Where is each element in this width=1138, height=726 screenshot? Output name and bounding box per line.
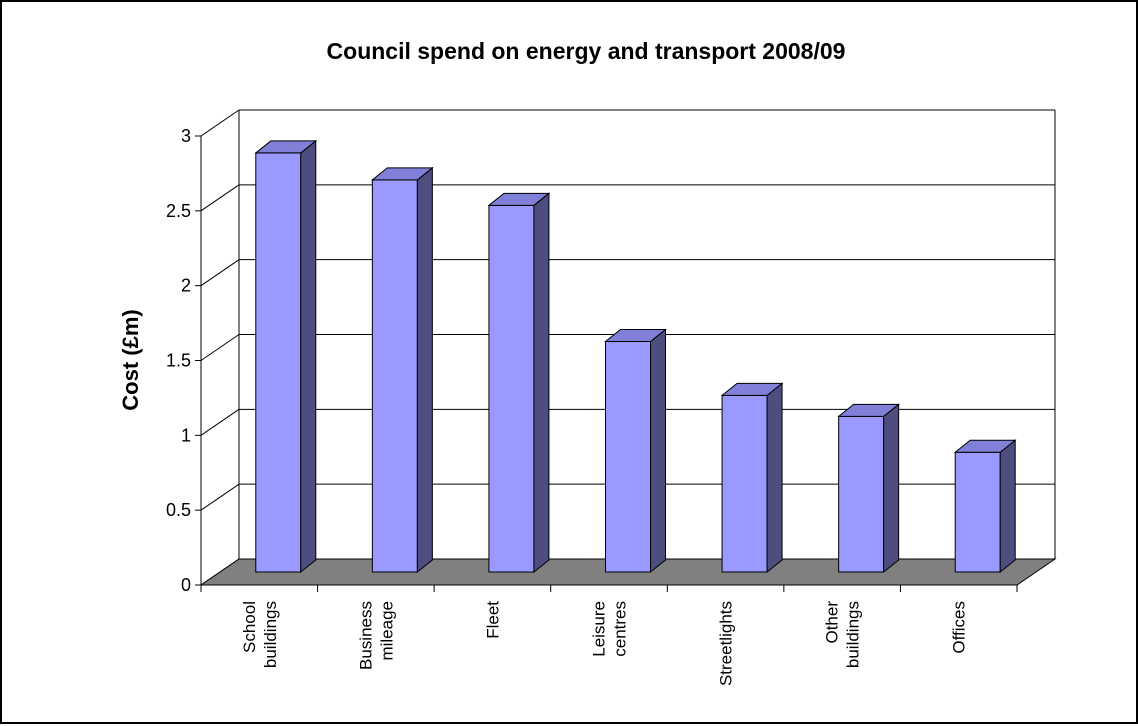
bar-front xyxy=(255,152,302,573)
bar xyxy=(720,382,784,574)
bar xyxy=(370,166,434,574)
bar-side xyxy=(650,328,666,574)
bar-side xyxy=(416,166,433,574)
x-tick-label-line: mileage xyxy=(377,601,396,661)
wall-connector xyxy=(200,483,240,511)
bar xyxy=(487,192,551,574)
x-tick-label-line: School xyxy=(240,601,259,653)
y-tick-label: 2.5 xyxy=(166,201,191,221)
chart-title: Council spend on energy and transport 20… xyxy=(327,38,846,64)
x-tick-label: Business mileage xyxy=(356,601,396,670)
x-tick-label: Leisure centres xyxy=(590,601,630,657)
y-tick-label: 0.5 xyxy=(166,500,191,520)
bar-front xyxy=(605,341,651,573)
x-tick-label-line: centres xyxy=(611,601,630,657)
bars xyxy=(254,139,1017,574)
x-tick-label-line: buildings xyxy=(844,601,863,668)
bar-side xyxy=(533,192,550,574)
x-tick-label-line: Offices xyxy=(950,601,969,654)
bar xyxy=(604,328,667,574)
x-tick-label-line: Other xyxy=(823,601,842,644)
x-tick-label: Streetlights xyxy=(717,601,736,686)
x-tick-label: School buildings xyxy=(240,601,280,668)
y-tick-label: 0 xyxy=(181,575,191,595)
bar-front xyxy=(488,204,535,573)
bar-top xyxy=(370,167,434,181)
x-tick-label: Fleet xyxy=(483,601,502,639)
bar-top xyxy=(953,439,1017,453)
x-tick-label-line: Streetlights xyxy=(717,601,736,686)
y-tick-label: 1.5 xyxy=(166,351,191,371)
bar-side xyxy=(766,382,783,574)
bar-top xyxy=(837,403,901,417)
x-tick-label-line: buildings xyxy=(261,601,280,668)
wall-connector xyxy=(200,259,240,287)
bar-side xyxy=(883,403,900,574)
x-tick-label-line: Fleet xyxy=(483,601,502,639)
x-tick-label-line: Leisure xyxy=(590,601,609,657)
bar xyxy=(254,139,318,574)
x-tick-label-line: Business xyxy=(356,601,375,670)
x-tick-label: Offices xyxy=(950,601,969,654)
y-axis-label: Cost (£m) xyxy=(118,309,143,410)
y-tick-label: 1 xyxy=(181,425,191,445)
wall-connector xyxy=(200,408,240,436)
wall-connector xyxy=(200,109,240,137)
bar-top xyxy=(254,140,318,154)
bar-top xyxy=(487,192,551,206)
bar-front xyxy=(721,394,768,573)
bar-front xyxy=(371,179,418,573)
wall-connector xyxy=(200,334,240,361)
bar-top xyxy=(720,382,784,396)
bar xyxy=(953,439,1017,574)
bar-front xyxy=(838,415,885,573)
bar-side xyxy=(999,439,1016,574)
bar-side xyxy=(300,139,317,574)
bar xyxy=(837,403,901,574)
y-tick-label: 2 xyxy=(181,276,191,296)
wall-connector xyxy=(200,184,240,212)
x-tick-label: Other buildings xyxy=(823,601,863,668)
bar-top xyxy=(604,329,667,343)
bar-front xyxy=(954,451,1001,573)
y-tick-label: 3 xyxy=(181,126,191,146)
